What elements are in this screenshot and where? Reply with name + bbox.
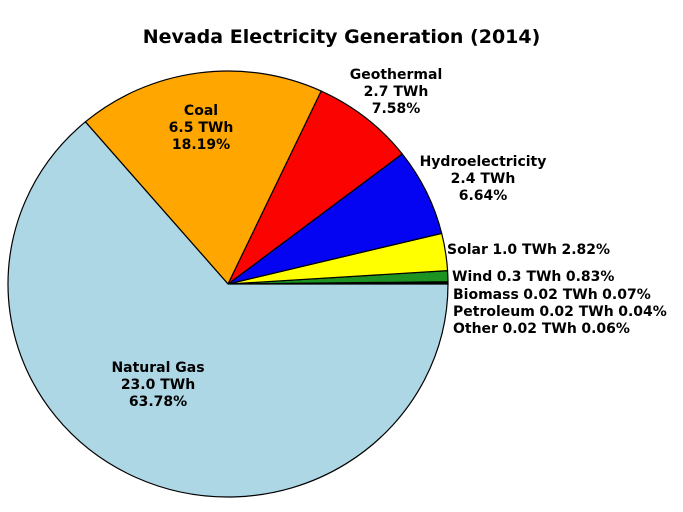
slice-label-solar: Solar 1.0 TWh 2.82%: [447, 242, 610, 259]
slice-value: 6.5 TWh: [168, 120, 234, 136]
slice-percent: 6.64%: [458, 188, 508, 204]
slice-percent: 0.83%: [565, 269, 615, 285]
slice-name: Biomass: [453, 287, 519, 303]
slice-name: Coal: [183, 103, 219, 119]
slice-value: 0.02 TWh: [502, 321, 577, 337]
slice-percent: 2.82%: [561, 242, 611, 258]
slice-name: Geothermal: [349, 67, 443, 83]
slice-name: Solar: [447, 242, 488, 258]
slice-label-biomass: Biomass 0.02 TWh 0.07%: [453, 287, 651, 304]
slice-label-natural-gas: Natural Gas 23.0 TWh 63.78%: [78, 360, 238, 411]
pie-slice-natural-gas: [7, 121, 449, 498]
slice-label-petroleum: Petroleum 0.02 TWh 0.04%: [453, 304, 667, 321]
slice-percent: 0.04%: [618, 304, 667, 320]
slice-value: 0.02 TWh: [523, 287, 598, 303]
slice-value: 2.4 TWh: [450, 171, 516, 187]
slice-name: Natural Gas: [111, 360, 205, 376]
slice-value: 0.3 TWh: [496, 269, 562, 285]
pie-slice-coal: [84, 70, 322, 285]
slice-label-geothermal: Geothermal 2.7 TWh 7.58%: [316, 67, 476, 118]
slice-label-hydroelectricity: Hydroelectricity 2.4 TWh 6.64%: [393, 154, 573, 205]
slice-name: Petroleum: [453, 304, 535, 320]
slice-percent: 0.07%: [602, 287, 651, 303]
slice-value: 23.0 TWh: [120, 377, 196, 393]
slice-label-coal: Coal 6.5 TWh 18.19%: [121, 103, 281, 154]
slice-percent: 0.06%: [581, 321, 630, 337]
slice-value: 0.02 TWh: [539, 304, 614, 320]
chart-title: Nevada Electricity Generation (2014): [142, 26, 541, 48]
slice-percent: 7.58%: [371, 101, 421, 117]
slice-label-wind: Wind 0.3 TWh 0.83%: [452, 269, 614, 286]
slice-name: Other: [453, 321, 498, 337]
pie-slice-geothermal: [227, 90, 403, 285]
slice-value: 2.7 TWh: [363, 84, 429, 100]
slice-name: Wind: [452, 269, 493, 285]
slice-value: 1.0 TWh: [492, 242, 557, 258]
slice-percent: 63.78%: [128, 394, 188, 410]
slice-name: Hydroelectricity: [419, 154, 547, 170]
slice-label-other: Other 0.02 TWh 0.06%: [453, 321, 630, 338]
slice-percent: 18.19%: [171, 137, 231, 153]
